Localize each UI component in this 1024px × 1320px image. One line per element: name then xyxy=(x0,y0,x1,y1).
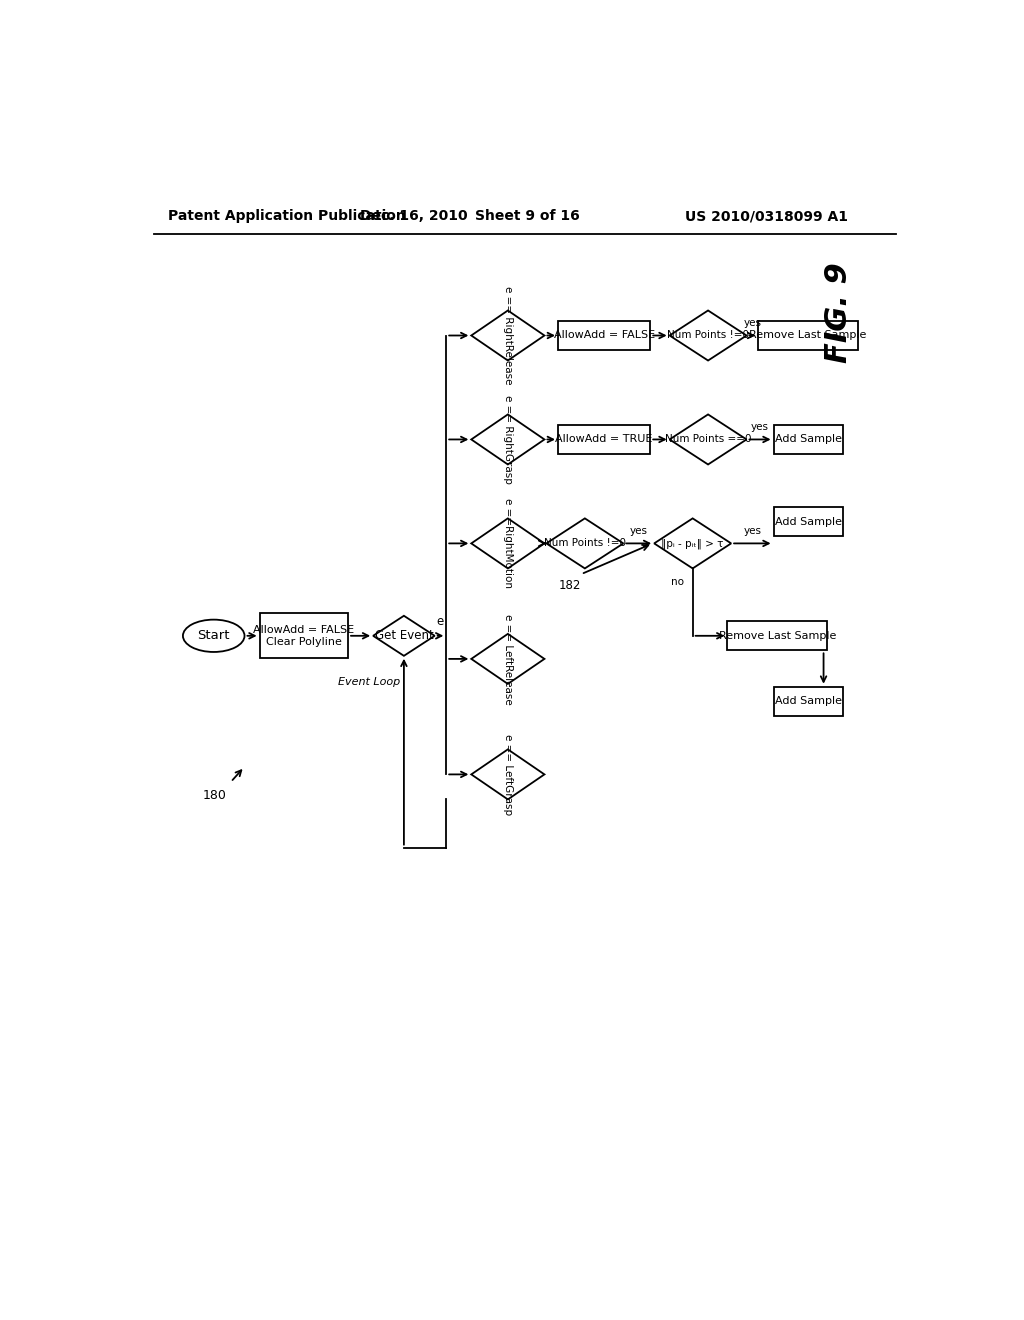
Text: Num Points !=0: Num Points !=0 xyxy=(544,539,626,548)
Text: Start: Start xyxy=(198,630,230,643)
Text: ‖pᵢ - pᵢₜ‖ > τ: ‖pᵢ - pᵢₜ‖ > τ xyxy=(662,539,724,549)
Text: Patent Application Publication: Patent Application Publication xyxy=(168,209,406,223)
Text: AllowAdd = FALSE: AllowAdd = FALSE xyxy=(554,330,654,341)
Text: Sheet 9 of 16: Sheet 9 of 16 xyxy=(475,209,580,223)
Text: Num Points !=0: Num Points !=0 xyxy=(667,330,750,341)
Bar xyxy=(558,321,650,350)
Text: e == LeftRelease: e == LeftRelease xyxy=(503,614,513,705)
Text: Num Points ==0: Num Points ==0 xyxy=(665,434,752,445)
Text: 182: 182 xyxy=(558,579,581,593)
Text: e == RightRelease: e == RightRelease xyxy=(503,286,513,384)
Bar xyxy=(727,622,827,651)
Text: yes: yes xyxy=(630,525,648,536)
Bar xyxy=(773,507,843,536)
Text: Event Loop: Event Loop xyxy=(338,677,400,686)
Text: yes: yes xyxy=(743,525,761,536)
Bar xyxy=(773,425,843,454)
Bar xyxy=(773,686,843,715)
Text: Add Sample: Add Sample xyxy=(775,434,842,445)
Text: Remove Last Sample: Remove Last Sample xyxy=(750,330,867,341)
Text: Remove Last Sample: Remove Last Sample xyxy=(719,631,836,640)
Text: Dec. 16, 2010: Dec. 16, 2010 xyxy=(360,209,468,223)
Bar xyxy=(558,425,650,454)
Text: FIG. 9: FIG. 9 xyxy=(824,263,853,363)
Text: Add Sample: Add Sample xyxy=(775,696,842,706)
Text: US 2010/0318099 A1: US 2010/0318099 A1 xyxy=(685,209,848,223)
Text: e: e xyxy=(437,615,444,628)
Text: Get Event: Get Event xyxy=(375,630,433,643)
Bar xyxy=(758,321,858,350)
Text: yes: yes xyxy=(751,422,769,432)
Text: e == RightGrasp: e == RightGrasp xyxy=(503,395,513,484)
Text: e == LeftGrasp: e == LeftGrasp xyxy=(503,734,513,814)
Text: Add Sample: Add Sample xyxy=(775,517,842,527)
Bar xyxy=(259,614,348,659)
Text: e ==RightMotion: e ==RightMotion xyxy=(503,499,513,589)
Text: no: no xyxy=(671,577,684,587)
Text: yes: yes xyxy=(743,318,761,327)
Text: AllowAdd = FALSE
Clear Polyline: AllowAdd = FALSE Clear Polyline xyxy=(253,624,354,647)
Text: 180: 180 xyxy=(203,789,226,803)
Text: AllowAdd = TRUE: AllowAdd = TRUE xyxy=(555,434,652,445)
